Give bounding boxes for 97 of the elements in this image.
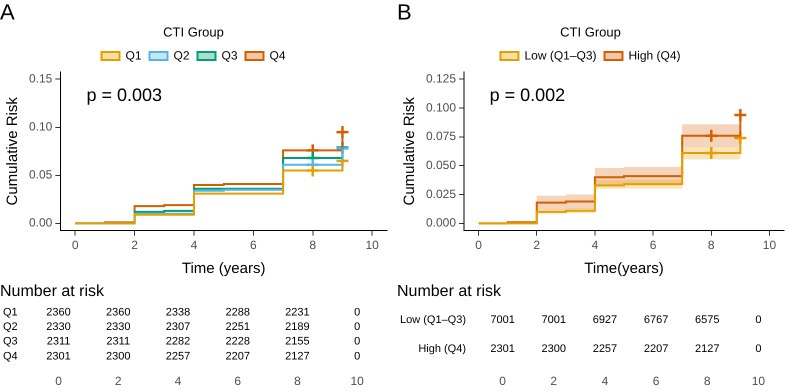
data-label: 2257 xyxy=(166,350,190,362)
data-label: 7001 xyxy=(490,314,515,326)
x-tick-label: 6 xyxy=(652,374,660,388)
y-tick-label: High (Q4) xyxy=(418,343,466,356)
legend-label: Q2 xyxy=(173,48,190,62)
y-axis-title: Cumulative Risk xyxy=(4,96,22,206)
x-tick-label: 2 xyxy=(550,374,558,388)
data-label: 2288 xyxy=(225,306,250,319)
y-tick-label: 0.075 xyxy=(426,129,456,144)
data-label: 2301 xyxy=(46,350,71,362)
x-tick-label: 0 xyxy=(499,374,506,388)
data-label: 2127 xyxy=(695,343,720,356)
data-label: 2282 xyxy=(166,336,190,348)
data-label: 2189 xyxy=(285,321,310,334)
x-tick-label: 2 xyxy=(114,374,122,388)
data-label: 2330 xyxy=(46,321,71,334)
x-tick-label: 4 xyxy=(592,238,599,252)
legend-label: Q3 xyxy=(222,48,238,62)
y-tick-label: Q1 xyxy=(2,306,18,319)
y-tick-label: 0.025 xyxy=(426,186,456,201)
x-tick-label: 10 xyxy=(365,238,380,252)
x-tick-label: 4 xyxy=(602,374,609,388)
data-label: 2300 xyxy=(106,350,130,362)
x-tick-label: 6 xyxy=(650,238,657,252)
x-axis-title: Time (years) xyxy=(182,260,266,278)
x-tick-label: 0 xyxy=(475,238,482,252)
x-tick-label: 4 xyxy=(174,374,182,388)
x-tick-label: 6 xyxy=(250,238,258,252)
data-label: 2330 xyxy=(106,321,130,334)
data-label: 0 xyxy=(354,350,360,362)
data-label: 2307 xyxy=(166,321,190,334)
x-tick-label: 8 xyxy=(294,374,302,388)
y-tick-label: 0.000 xyxy=(426,216,456,230)
data-label: 0 xyxy=(354,321,360,334)
data-label: 2231 xyxy=(285,306,310,319)
data-label: 6767 xyxy=(644,314,668,326)
data-label: 2311 xyxy=(106,336,130,348)
y-tick-label: 0.100 xyxy=(426,100,456,114)
y-tick-label: Q4 xyxy=(2,350,18,362)
data-label: 2155 xyxy=(285,336,310,348)
legend-label: Q1 xyxy=(125,48,142,62)
annotation: p = 0.003 xyxy=(86,84,162,105)
x-tick-label: 8 xyxy=(708,238,715,252)
point xyxy=(704,128,719,143)
data-label: 2360 xyxy=(106,306,130,319)
x-tick-label: 4 xyxy=(190,238,198,252)
y-tick-label: 0.10 xyxy=(28,120,53,134)
data-label: 2207 xyxy=(225,350,250,362)
data-label: 2251 xyxy=(225,321,250,334)
point xyxy=(733,108,748,122)
data-label: 2338 xyxy=(166,306,190,319)
chart-title: A xyxy=(0,0,15,24)
data-label: 2360 xyxy=(46,306,71,319)
annotation: p = 0.002 xyxy=(490,84,566,105)
legend-label: Low (Q1–Q3) xyxy=(524,48,597,62)
x-tick-label: 0 xyxy=(72,238,79,252)
y-tick-label: 0.050 xyxy=(426,158,456,172)
chart-title: Number at risk xyxy=(0,283,106,300)
data-label: 2207 xyxy=(644,343,668,356)
x-tick-label: 8 xyxy=(309,238,316,252)
data-label: 6927 xyxy=(592,314,618,326)
x-tick-label: 10 xyxy=(762,238,776,252)
data-label: 7001 xyxy=(542,314,566,326)
data-label: 2228 xyxy=(225,336,250,348)
x-tick-label: 2 xyxy=(533,238,540,252)
x-tick-label: 10 xyxy=(350,374,364,388)
data-label: 2311 xyxy=(46,336,70,348)
legend-title: CTI Group xyxy=(560,24,621,40)
legend-title: CTI Group xyxy=(163,24,224,40)
legend-label: High (Q4) xyxy=(628,48,681,62)
data-label: 2301 xyxy=(490,343,515,356)
legend-label: Q4 xyxy=(270,48,286,62)
point xyxy=(704,146,719,160)
y-tick-label: Q3 xyxy=(2,336,18,348)
y-tick-label: Q2 xyxy=(2,321,18,334)
data-label: 0 xyxy=(755,343,762,356)
x-tick-label: 6 xyxy=(234,374,242,388)
data-label: 2127 xyxy=(285,350,310,362)
data-label: 6575 xyxy=(695,314,720,326)
y-axis-title: Cumulative Risk xyxy=(401,96,418,206)
data-label: 0 xyxy=(354,306,360,319)
x-axis-title: Time(years) xyxy=(584,260,664,278)
y-tick-label: 0.05 xyxy=(28,168,53,182)
data-label: 0 xyxy=(354,336,360,348)
chart-title: B xyxy=(397,0,412,24)
y-tick-label: 0.15 xyxy=(28,72,53,86)
point xyxy=(335,124,350,140)
y-tick-label: 0.00 xyxy=(28,216,53,230)
chart-title: Number at risk xyxy=(397,283,502,300)
y-tick-label: 0.125 xyxy=(426,72,456,86)
data-label: 2257 xyxy=(592,343,618,356)
x-tick-label: 8 xyxy=(704,374,711,388)
x-tick-label: 2 xyxy=(131,238,138,252)
x-tick-label: 10 xyxy=(752,374,766,388)
x-tick-label: 0 xyxy=(55,374,62,388)
data-label: 0 xyxy=(755,314,762,326)
data-label: 2300 xyxy=(542,343,566,356)
